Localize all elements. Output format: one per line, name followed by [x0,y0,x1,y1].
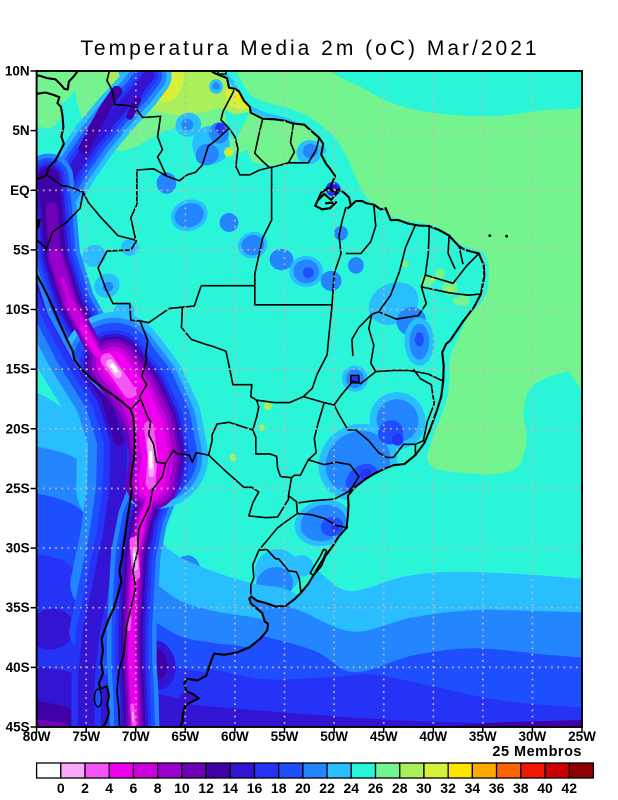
svg-text:40W: 40W [419,729,447,744]
svg-text:10N: 10N [5,64,30,79]
svg-text:75W: 75W [72,729,100,744]
svg-text:30: 30 [416,780,432,796]
svg-text:30S: 30S [6,541,30,556]
svg-text:6: 6 [130,780,138,796]
svg-text:12: 12 [198,780,214,796]
svg-text:38: 38 [513,780,529,796]
svg-text:35W: 35W [469,729,497,744]
svg-text:25S: 25S [6,481,30,496]
svg-text:10S: 10S [6,302,30,317]
svg-text:10: 10 [174,780,190,796]
svg-text:50W: 50W [320,729,348,744]
svg-text:45W: 45W [370,729,398,744]
svg-text:24: 24 [344,780,360,796]
svg-text:EQ: EQ [10,183,30,198]
svg-text:42: 42 [561,780,577,796]
svg-text:60W: 60W [221,729,249,744]
svg-text:55W: 55W [271,729,299,744]
svg-text:20: 20 [295,780,311,796]
svg-text:28: 28 [392,780,408,796]
svg-text:4: 4 [105,780,113,796]
svg-text:80W: 80W [23,729,51,744]
svg-text:2: 2 [81,780,89,796]
svg-text:Temperatura Media 2m (oC) Mar/: Temperatura Media 2m (oC) Mar/2021 [80,37,539,60]
svg-text:15S: 15S [6,362,30,377]
svg-text:40: 40 [537,780,553,796]
svg-text:36: 36 [489,780,505,796]
svg-text:16: 16 [247,780,263,796]
svg-text:26: 26 [368,780,384,796]
svg-text:70W: 70W [122,729,150,744]
svg-text:25W: 25W [568,729,596,744]
svg-text:32: 32 [440,780,456,796]
svg-text:30W: 30W [519,729,547,744]
svg-text:8: 8 [154,780,162,796]
svg-text:5N: 5N [12,123,29,138]
svg-text:45S: 45S [6,720,30,735]
svg-text:20S: 20S [6,421,30,436]
svg-text:5S: 5S [13,242,30,257]
svg-text:35S: 35S [6,600,30,615]
svg-text:22: 22 [319,780,335,796]
svg-text:18: 18 [271,780,287,796]
svg-text:0: 0 [57,780,65,796]
svg-text:34: 34 [465,780,481,796]
svg-text:40S: 40S [6,660,30,675]
svg-text:25 Membros: 25 Membros [492,744,582,760]
svg-text:65W: 65W [171,729,199,744]
svg-text:14: 14 [223,780,239,796]
